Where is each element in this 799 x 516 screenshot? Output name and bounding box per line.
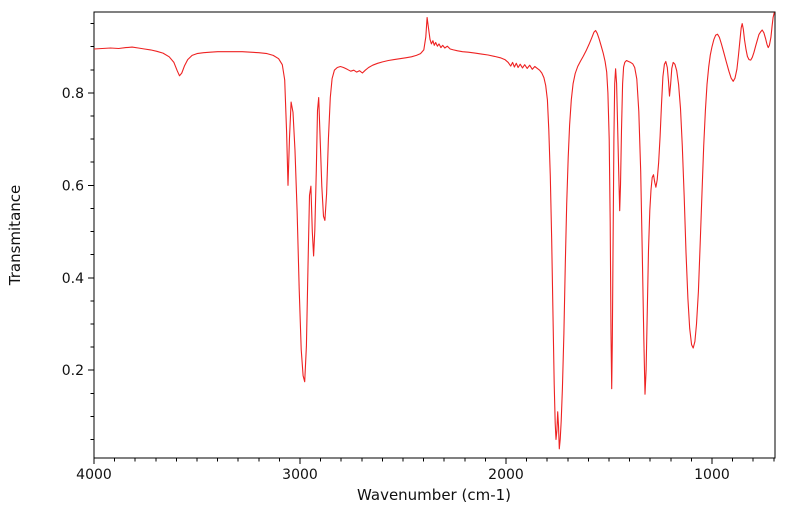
y-tick-label: 0.8 [62,86,84,102]
x-tick-label: 4000 [76,467,112,483]
y-axis-label: Transmitance [6,185,24,286]
y-tick-label: 0.2 [62,363,84,379]
x-tick-label: 3000 [282,467,318,483]
spectrum-line [94,12,775,450]
x-axis-label: Wavenumber (cm-1) [357,486,511,504]
x-axis-ticks: 4000 3000 2000 1000 [76,458,775,483]
y-tick-label: 0.4 [62,271,84,287]
y-tick-label: 0.6 [62,178,84,194]
plot-area-border [93,11,776,459]
x-tick-label: 2000 [488,467,524,483]
x-tick-label: 1000 [694,467,730,483]
y-axis-ticks: 0.2 0.4 0.6 0.8 [62,23,94,441]
